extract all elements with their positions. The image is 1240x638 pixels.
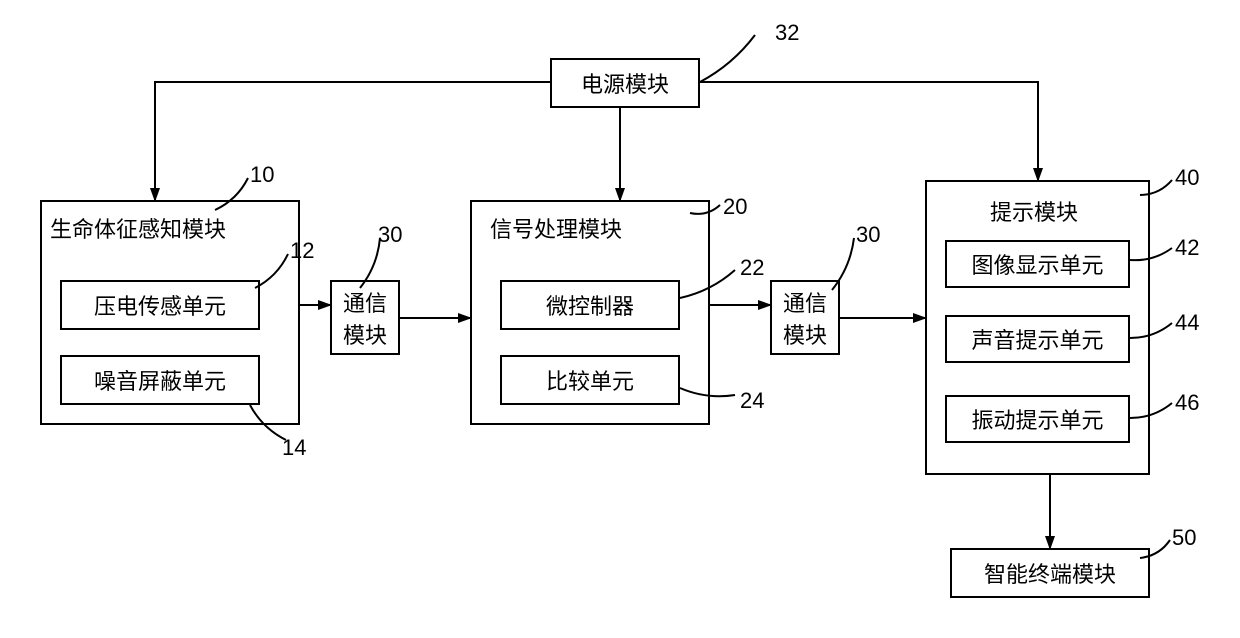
noise-shield-unit-box-label: 噪音屏蔽单元 — [94, 364, 226, 396]
microcontroller-unit-box-label: 微控制器 — [546, 289, 634, 321]
comm-module-1-box: 通信 模块 — [330, 280, 400, 355]
compare-unit-box: 比较单元 — [500, 355, 680, 405]
vibration-prompt-unit-box: 振动提示单元 — [945, 395, 1130, 443]
ref-label-r30a: 30 — [378, 222, 402, 248]
ref-label-r10: 10 — [250, 162, 274, 188]
ref-label-r40: 40 — [1175, 165, 1199, 191]
piezo-unit-box: 压电传感单元 — [60, 280, 260, 330]
ref-label-r20: 20 — [723, 194, 747, 220]
comm-module-2-box: 通信 模块 — [770, 280, 840, 355]
vibration-prompt-unit-box-label: 振动提示单元 — [971, 403, 1103, 435]
ref-label-r30b: 30 — [856, 222, 880, 248]
comm-module-2-box-label: 通信 模块 — [783, 286, 827, 350]
sound-prompt-unit-box: 声音提示单元 — [945, 315, 1130, 363]
piezo-unit-box-label: 压电传感单元 — [94, 289, 226, 321]
edge-2 — [700, 82, 1038, 180]
ref-label-r24: 24 — [740, 388, 764, 414]
noise-shield-unit-box: 噪音屏蔽单元 — [60, 355, 260, 405]
ref-label-r22: 22 — [740, 255, 764, 281]
compare-unit-box-label: 比较单元 — [546, 364, 634, 396]
leader-r32 — [700, 35, 755, 82]
power-module-box-label: 电源模块 — [581, 67, 669, 99]
ref-label-r12: 12 — [290, 238, 314, 264]
ref-label-r42: 42 — [1175, 235, 1199, 261]
ref-label-r32: 32 — [775, 20, 799, 46]
ref-label-r14: 14 — [282, 435, 306, 461]
power-module-box: 电源模块 — [550, 58, 700, 108]
ref-label-r44: 44 — [1175, 310, 1199, 336]
image-display-unit-box: 图像显示单元 — [945, 240, 1130, 288]
image-display-unit-box-label: 图像显示单元 — [971, 248, 1103, 280]
edge-0 — [155, 82, 550, 200]
diagram-canvas: 电源模块通信 模块 通信 模块智能终端模块 生命体征感知模块压电传感单元噪音屏蔽单元… — [0, 0, 1240, 638]
ref-label-r50: 50 — [1172, 525, 1196, 551]
terminal-module-box-label: 智能终端模块 — [984, 557, 1116, 589]
vital-sign-module-title: 生命体征感知模块 — [50, 212, 226, 244]
microcontroller-unit-box: 微控制器 — [500, 280, 680, 330]
prompt-module-title: 提示模块 — [990, 195, 1078, 227]
comm-module-1-box-label: 通信 模块 — [343, 286, 387, 350]
sound-prompt-unit-box-label: 声音提示单元 — [971, 323, 1103, 355]
signal-processing-module-title: 信号处理模块 — [490, 212, 622, 244]
terminal-module-box: 智能终端模块 — [950, 548, 1150, 598]
ref-label-r46: 46 — [1175, 390, 1199, 416]
